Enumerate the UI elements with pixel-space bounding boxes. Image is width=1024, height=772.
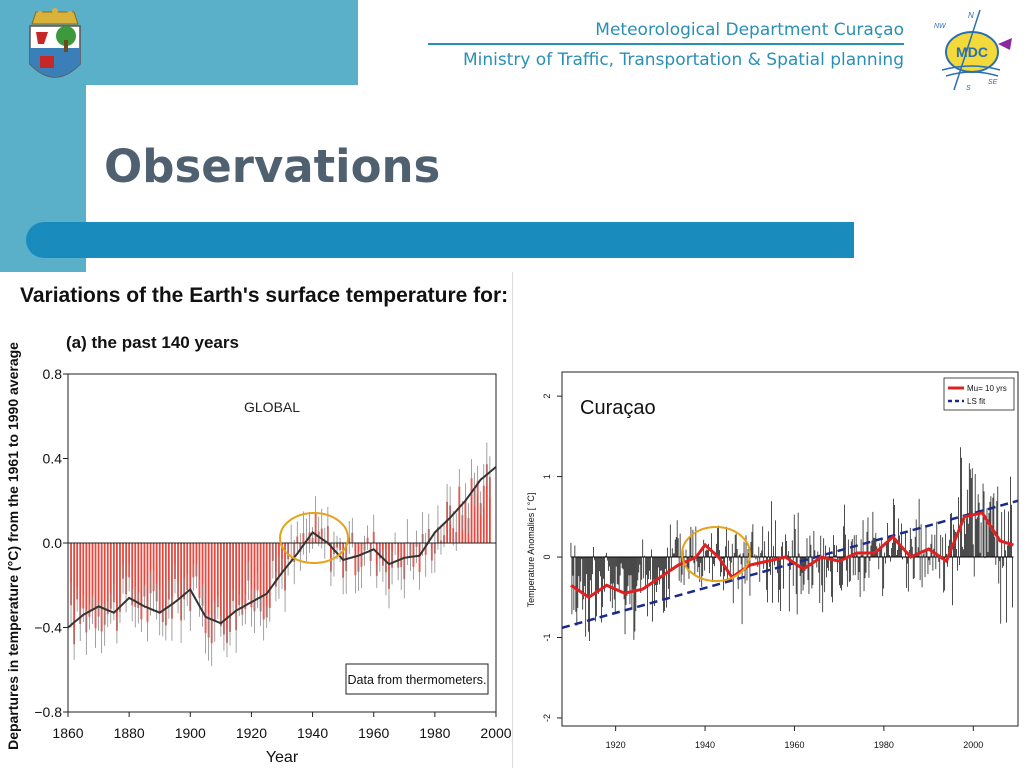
x-tick-label: 1960	[784, 740, 804, 750]
coat-of-arms-icon	[22, 6, 88, 98]
y-tick-label: 0.0	[43, 535, 63, 551]
header-divider	[428, 43, 904, 45]
compass-s: S	[966, 85, 971, 92]
mdc-compass-logo: MDC N NW S SE	[922, 4, 1020, 96]
bar	[266, 543, 268, 617]
y-tick-label: −0.8	[34, 704, 62, 720]
x-tick-label: 1880	[114, 725, 145, 741]
x-tick-label: 2000	[963, 740, 983, 750]
x-axis-label: Year	[266, 749, 299, 766]
y-axis-label: Temperature Anomalies [ °C]	[526, 493, 536, 608]
x-tick-label: 1900	[175, 725, 206, 741]
page-title: Observations	[104, 140, 440, 193]
compass-nw: NW	[934, 23, 947, 30]
bar	[220, 543, 222, 626]
x-tick-label: 1920	[236, 725, 267, 741]
global-label: GLOBAL	[244, 399, 300, 415]
x-tick-label: 1980	[874, 740, 894, 750]
y-tick-label: -2	[542, 714, 552, 722]
bar	[116, 543, 118, 631]
y-tick-label: 1	[542, 474, 552, 479]
curacao-temperature-chart: 1920 1940 1960 1980 2000 2 1 0 -1 -2 Curaçao Mu= …	[512, 272, 1024, 768]
curacao-label: Curaçao	[580, 397, 656, 419]
global-temperature-chart: Variations of the Earth's surface temper…	[0, 272, 512, 768]
department-name: Meteorological Department Curaçao	[595, 20, 904, 40]
chart-subtitle: (a) the past 140 years	[66, 333, 239, 352]
x-tick-label: 1920	[606, 740, 626, 750]
x-tick-label: 2000	[480, 725, 511, 741]
legend-label-ls: LS fit	[967, 397, 986, 406]
note-text: Data from thermometers.	[348, 673, 487, 687]
x-tick-label: 1980	[419, 725, 450, 741]
bar	[226, 543, 228, 643]
global-chart-panel: Variations of the Earth's surface temper…	[0, 272, 513, 768]
y-tick-label: -1	[542, 633, 552, 641]
legend-label-mu: Mu= 10 yrs	[967, 384, 1007, 393]
y-tick-label: 0	[542, 555, 552, 560]
title-bar	[26, 222, 854, 258]
x-tick-label: 1940	[695, 740, 715, 750]
ministry-name: Ministry of Traffic, Transportation & Sp…	[463, 50, 904, 70]
curacao-chart-panel: 1920 1940 1960 1980 2000 2 1 0 -1 -2 Curaçao Mu= …	[512, 272, 1024, 768]
y-tick-label: −0.4	[34, 620, 62, 636]
x-tick-label: 1940	[297, 725, 328, 741]
y-tick-label: 0.4	[43, 451, 63, 467]
y-axis-label: Departures in temperature (°C) from the …	[5, 342, 21, 750]
x-tick-label: 1960	[358, 725, 389, 741]
compass-n: N	[968, 11, 974, 20]
compass-se: SE	[988, 79, 998, 86]
y-tick-label: 2	[542, 394, 552, 399]
mdc-logo-text: MDC	[956, 44, 988, 60]
chart-title: Variations of the Earth's surface temper…	[20, 284, 508, 307]
y-tick-label: 0.8	[43, 366, 63, 382]
x-tick-label: 1860	[52, 725, 83, 741]
